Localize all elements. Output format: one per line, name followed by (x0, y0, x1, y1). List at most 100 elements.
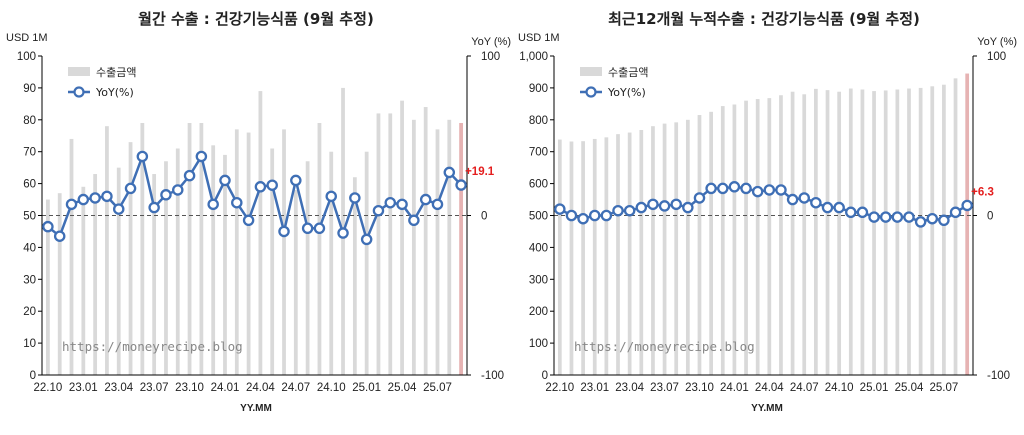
left-tick-label: 0 (30, 370, 36, 382)
bar-23.11 (709, 111, 713, 375)
yoy-point-24.03 (242, 214, 255, 227)
bar-24.06 (790, 91, 795, 375)
bar-23.05 (639, 130, 644, 375)
bar-24.02 (744, 100, 748, 375)
yoy-point-24.06 (278, 225, 290, 238)
yoy-point-23.02 (89, 192, 101, 204)
bar-23.07 (152, 174, 157, 375)
yoy-point-24.04 (254, 181, 267, 193)
bar-24.10 (837, 91, 842, 375)
bar-24.12 (352, 177, 357, 375)
left-tick-label: 20 (23, 306, 36, 318)
bar-25.01 (872, 91, 876, 375)
bar-23.03 (616, 134, 620, 375)
bar-23.09 (175, 148, 180, 375)
x-tick-label: 23.07 (650, 382, 679, 394)
yoy-point-25.02 (372, 204, 385, 217)
bar-25.04 (400, 100, 404, 375)
yoy-point-25.06 (419, 193, 432, 206)
yoy-point-22.11 (53, 230, 66, 242)
yoy-point-25.08 (443, 166, 456, 179)
yoy-point-24.09 (313, 222, 326, 235)
yoy-point-22.10 (554, 203, 566, 215)
yoy-point-25.01 (868, 211, 880, 223)
x-tick-label: 24.04 (755, 382, 784, 394)
yoy-point-23.12 (717, 182, 729, 195)
yoy-point-23.09 (172, 184, 184, 196)
right-tick-label: -100 (481, 370, 504, 382)
bar-24.05 (270, 148, 275, 375)
x-axis-label: YY.MM (751, 403, 783, 414)
yoy-point-23.06 (136, 150, 149, 163)
right-tick-label: -100 (987, 370, 1010, 382)
left-tick-label: 60 (23, 179, 36, 191)
yoy-point-25.06 (926, 212, 939, 225)
yoy-point-23.09 (682, 201, 694, 214)
yoy-point-25.03 (384, 196, 397, 209)
bar-23.09 (685, 119, 690, 375)
x-tick-label: 24.04 (246, 382, 275, 394)
bar-23.08 (164, 161, 168, 375)
bar-22.10 (46, 199, 50, 375)
yoy-point-23.05 (124, 182, 137, 195)
left-tick-label: 600 (529, 179, 548, 191)
last-yoy-label: +6.3 (971, 186, 994, 198)
bar-25.03 (895, 89, 900, 376)
yoy-point-22.12 (65, 198, 78, 211)
right-axis-unit: YoY (%) (471, 36, 511, 48)
bar-24.08 (305, 161, 310, 375)
bar-24.10 (329, 151, 334, 375)
bar-24.05 (779, 95, 783, 375)
left-tick-label: 100 (529, 338, 548, 350)
legend-line-label: YoY(%) (607, 86, 646, 99)
legend-bar-swatch (68, 67, 90, 76)
bar-24.03 (246, 132, 251, 375)
yoy-point-24.08 (301, 222, 314, 235)
bar-22.11 (569, 141, 574, 375)
left-tick-label: 900 (529, 83, 548, 95)
bar-25.02 (883, 90, 888, 376)
left-axis-unit: USD 1M (518, 32, 560, 44)
yoy-point-25.07 (431, 198, 444, 211)
bar-24.11 (848, 88, 853, 376)
x-tick-label: 24.10 (825, 382, 854, 394)
yoy-point-23.11 (195, 150, 208, 163)
bar-24.12 (860, 89, 865, 376)
x-tick-label: 23.10 (175, 382, 204, 394)
left-tick-label: 30 (23, 274, 36, 286)
bar-25.01 (364, 151, 369, 375)
yoy-point-25.08 (949, 206, 962, 219)
yoy-point-24.02 (231, 196, 243, 209)
legend-marker-icon (73, 86, 85, 98)
bar-24.06 (282, 129, 286, 375)
bar-24.04 (258, 91, 263, 375)
left-axis-unit: USD 1M (6, 32, 48, 44)
chart-monthly-export: 월간 수출 : 건강기능식품 (9월 추정) USD 1M YoY (%) 0 10 20… (6, 10, 511, 414)
yoy-point-22.12 (577, 212, 589, 225)
yoy-point-25.04 (903, 211, 915, 223)
yoy-point-25.07 (938, 214, 950, 227)
left-tick-label: 10 (23, 338, 36, 350)
left-tick-label: 700 (529, 147, 548, 159)
bar-23.06 (651, 126, 655, 376)
x-tick-label: 25.07 (930, 382, 959, 394)
last-yoy-label: +19.1 (465, 166, 495, 178)
x-tick-label: 25.01 (352, 382, 381, 394)
bar-25.02 (376, 113, 381, 376)
yoy-point-24.12 (349, 192, 361, 204)
bar-23.01 (81, 186, 86, 375)
yoy-point-24.02 (740, 182, 752, 195)
yoy-point-24.11 (845, 206, 857, 219)
yoy-point-25.02 (879, 211, 892, 223)
bar-25.07 (942, 84, 946, 376)
left-tick-label: 500 (529, 211, 548, 223)
right-tick-label: 100 (481, 51, 500, 63)
yoy-point-23.06 (647, 198, 659, 211)
x-tick-label: 22.10 (545, 382, 574, 394)
x-tick-label: 24.10 (317, 382, 346, 394)
yoy-point-25.01 (360, 233, 373, 246)
yoy-point-23.02 (600, 209, 613, 222)
bar-24.01 (223, 154, 227, 375)
x-tick-label: 25.07 (423, 382, 452, 394)
